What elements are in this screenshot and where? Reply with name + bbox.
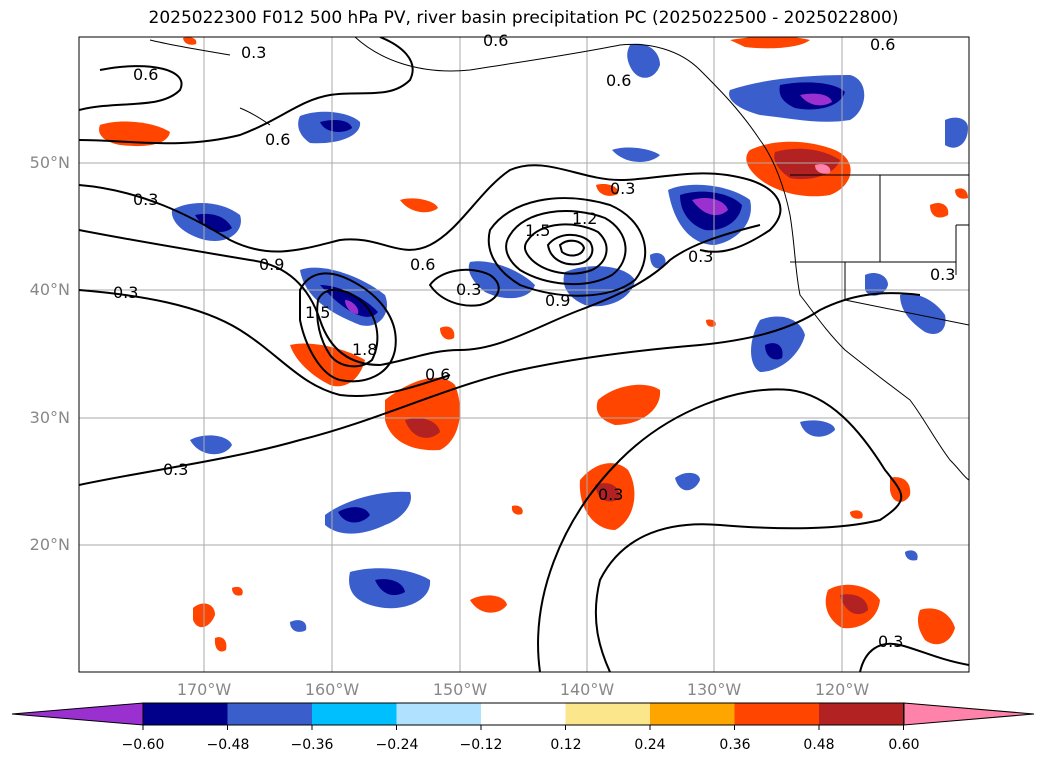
contour-label: 0.6 (606, 71, 631, 90)
colorbar-cell (819, 703, 904, 725)
contour-labels: 0.3 0.6 0.6 0.6 0.6 0.6 0.3 0.9 0.3 1.5 … (113, 31, 955, 651)
lon-label: 170°W (176, 680, 232, 699)
colorbar-cell (312, 703, 397, 725)
contour-label: 0.3 (878, 632, 903, 651)
colorbar-cell (565, 703, 651, 725)
lat-label: 50°N (29, 153, 70, 172)
colorbar-cell (481, 703, 566, 725)
contour-label: 0.3 (133, 190, 158, 209)
colorbar-extend-high (903, 702, 1035, 726)
colorbar-tick-label: 0.24 (634, 737, 666, 753)
contour-label: 0.3 (610, 179, 635, 198)
contour-label: 0.3 (598, 485, 623, 504)
contour-label: 0.9 (545, 291, 570, 310)
contour-label: 1.8 (352, 340, 377, 359)
map-title: 2025022300 F012 500 hPa PV, river basin … (148, 8, 899, 28)
contour-label: 0.3 (163, 460, 188, 479)
contour-label: 1.2 (572, 209, 597, 228)
contour-label: 0.6 (265, 130, 290, 149)
lon-label: 130°W (686, 680, 742, 699)
lat-label: 40°N (29, 280, 70, 299)
contour-label: 0.3 (113, 283, 138, 302)
lon-label: 160°W (304, 680, 360, 699)
precipitation-shading (99, 37, 968, 652)
contour-label: 0.3 (688, 247, 713, 266)
colorbar-tick-label: 0.48 (803, 737, 835, 753)
colorbar-cell (650, 703, 735, 725)
colorbar-tick-label: −0.12 (459, 737, 503, 753)
coastlines (149, 37, 969, 481)
colorbar-extend-low (11, 702, 144, 726)
contour-label: 0.3 (930, 265, 955, 284)
contour-label: 0.6 (133, 65, 158, 84)
colorbar-tick-label: −0.48 (206, 737, 250, 753)
colorbar-tick-label: 0.12 (550, 737, 582, 753)
lat-label: 20°N (29, 535, 70, 554)
lat-label: 30°N (29, 408, 70, 427)
contour-label: 0.3 (456, 280, 481, 299)
lon-label: 120°W (814, 680, 870, 699)
contour-label: 0.6 (425, 365, 450, 384)
colorbar-cell (227, 703, 313, 725)
colorbar-tick-label: −0.60 (121, 737, 165, 753)
contour-label: 1.5 (525, 221, 550, 240)
colorbar-cell (734, 703, 820, 725)
colorbar-tick-label: −0.36 (290, 737, 334, 753)
lon-label: 140°W (559, 680, 615, 699)
contour-label: 0.9 (259, 255, 284, 274)
colorbar-tick-label: 0.60 (888, 737, 920, 753)
colorbar-tick-label: 0.36 (719, 737, 751, 753)
plot-frame (78, 36, 970, 673)
contour-label: 0.6 (410, 255, 435, 274)
contour-label: 0.6 (870, 35, 895, 54)
pv-contours (79, 37, 969, 672)
colorbar-tick-label: −0.24 (375, 737, 419, 753)
contour-label: 0.6 (483, 31, 508, 50)
lon-label: 150°W (432, 680, 488, 699)
colorbar-cell (396, 703, 482, 725)
colorbar (11, 702, 1035, 730)
graticule (79, 37, 969, 672)
contour-label: 0.3 (241, 43, 266, 62)
colorbar-cell (143, 703, 228, 725)
contour-label: 1.5 (305, 303, 330, 322)
